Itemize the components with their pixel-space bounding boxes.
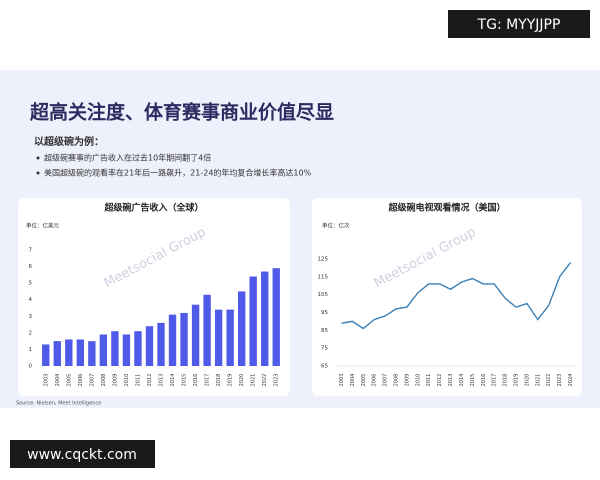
x-tick-label: 2006 xyxy=(78,374,84,387)
x-tick-label: 2014 xyxy=(170,374,176,387)
x-tick-label: 2019 xyxy=(228,374,234,387)
line xyxy=(341,262,572,330)
bar xyxy=(249,276,257,366)
y-tick-label: 75 xyxy=(321,346,328,352)
y-tick-label: 4 xyxy=(29,297,33,303)
intro: 以超级碗为例： xyxy=(34,135,104,148)
x-tick-label: 2020 xyxy=(524,374,530,387)
bullet-dot xyxy=(36,171,40,175)
x-tick-label: 2019 xyxy=(514,374,520,387)
x-tick-label: 2007 xyxy=(89,374,95,387)
x-tick-label: 2008 xyxy=(394,374,400,387)
x-tick-label: 2012 xyxy=(147,374,153,387)
x-tick-label: 2013 xyxy=(448,374,454,387)
y-tick-label: 0 xyxy=(29,364,33,370)
unit-label: 单位：亿美元 xyxy=(26,222,60,230)
unit-label: 单位：亿次 xyxy=(322,222,350,230)
x-tick-label: 2018 xyxy=(503,374,509,387)
x-tick-label: 2005 xyxy=(361,374,367,387)
x-tick-label: 2010 xyxy=(415,374,421,387)
x-tick-label: 2018 xyxy=(216,374,222,387)
x-tick-label: 2017 xyxy=(492,374,498,387)
x-tick-label: 2003 xyxy=(339,374,345,387)
chart-title: 超级碗广告收入（全球） xyxy=(103,202,203,214)
y-tick-label: 105 xyxy=(318,292,329,298)
bar xyxy=(134,331,142,366)
bar xyxy=(261,271,269,366)
site-box xyxy=(10,440,155,468)
x-tick-label: 2013 xyxy=(159,374,165,387)
bar xyxy=(99,334,108,366)
bar xyxy=(168,314,177,366)
y-tick-label: 85 xyxy=(321,328,328,334)
x-tick-label: 2003 xyxy=(43,374,49,387)
bar xyxy=(226,309,234,366)
y-tick-label: 7 xyxy=(29,248,33,254)
x-tick-label: 2005 xyxy=(66,374,72,387)
x-tick-label: 2011 xyxy=(135,374,141,387)
bullet-dot xyxy=(36,156,40,160)
bar xyxy=(214,309,223,366)
y-tick-label: 6 xyxy=(29,264,33,270)
x-tick-label: 2014 xyxy=(459,374,465,387)
chart-title: 超级碗电视观看情况（美国） xyxy=(387,202,505,214)
bar xyxy=(157,322,165,366)
x-tick-label: 2004 xyxy=(350,374,356,387)
x-tick-label: 2010 xyxy=(124,374,130,387)
y-tick-label: 5 xyxy=(29,281,33,287)
x-tick-label: 2021 xyxy=(251,374,257,387)
x-tick-label: 2022 xyxy=(546,374,552,387)
bar xyxy=(272,268,280,366)
bar xyxy=(42,344,50,366)
bar xyxy=(122,334,131,366)
bar xyxy=(237,291,246,366)
bullet: 美国超级碗的观看率在21年后一路飙升，21-24的年均复合增长率高达10% xyxy=(44,168,312,178)
x-tick-label: 2011 xyxy=(426,374,432,387)
y-tick-label: 2 xyxy=(29,330,33,336)
bar xyxy=(76,339,85,366)
chart-card xyxy=(312,198,582,396)
x-tick-label: 2020 xyxy=(239,374,245,387)
x-tick-label: 2024 xyxy=(568,374,574,387)
tg-box xyxy=(448,10,590,38)
x-tick-label: 2008 xyxy=(101,374,107,387)
bar xyxy=(191,304,200,366)
x-tick-label: 2009 xyxy=(112,374,118,387)
x-tick-label: 2004 xyxy=(55,374,61,387)
x-tick-label: 2007 xyxy=(383,374,389,387)
y-tick-label: 65 xyxy=(321,364,328,370)
y-tick-label: 3 xyxy=(29,314,33,320)
site-label: www.cqckt.com xyxy=(27,447,137,463)
x-tick-label: 2017 xyxy=(205,374,211,387)
bar xyxy=(53,341,61,366)
bar xyxy=(145,326,154,366)
x-tick-label: 2016 xyxy=(193,374,199,387)
x-tick-label: 2022 xyxy=(262,374,268,387)
bar xyxy=(111,331,119,366)
x-tick-label: 2006 xyxy=(372,374,378,387)
x-tick-label: 2012 xyxy=(437,374,443,387)
bar xyxy=(88,341,96,366)
x-tick-label: 2016 xyxy=(481,374,487,387)
source: Source: Nielsen, Meet Intelligence xyxy=(16,401,101,407)
x-tick-label: 2023 xyxy=(274,374,280,387)
slide-title: 超高关注度、体育赛事商业价值尽显 xyxy=(29,101,334,124)
bar xyxy=(203,294,211,366)
x-tick-label: 2023 xyxy=(557,374,563,387)
y-tick-label: 125 xyxy=(318,256,329,262)
x-tick-label: 2015 xyxy=(470,374,476,387)
bullet: 超级碗赛事的广告收入在过去10年期间翻了4倍 xyxy=(44,153,211,163)
x-tick-label: 2015 xyxy=(182,374,188,387)
bar xyxy=(180,312,188,366)
bar xyxy=(65,339,73,366)
y-tick-label: 115 xyxy=(318,274,329,280)
y-tick-label: 1 xyxy=(29,347,33,353)
x-tick-label: 2009 xyxy=(404,374,410,387)
y-tick-label: 95 xyxy=(321,310,328,316)
tg-label: TG: MYYJJPP xyxy=(477,17,561,33)
x-tick-label: 2021 xyxy=(535,374,541,387)
